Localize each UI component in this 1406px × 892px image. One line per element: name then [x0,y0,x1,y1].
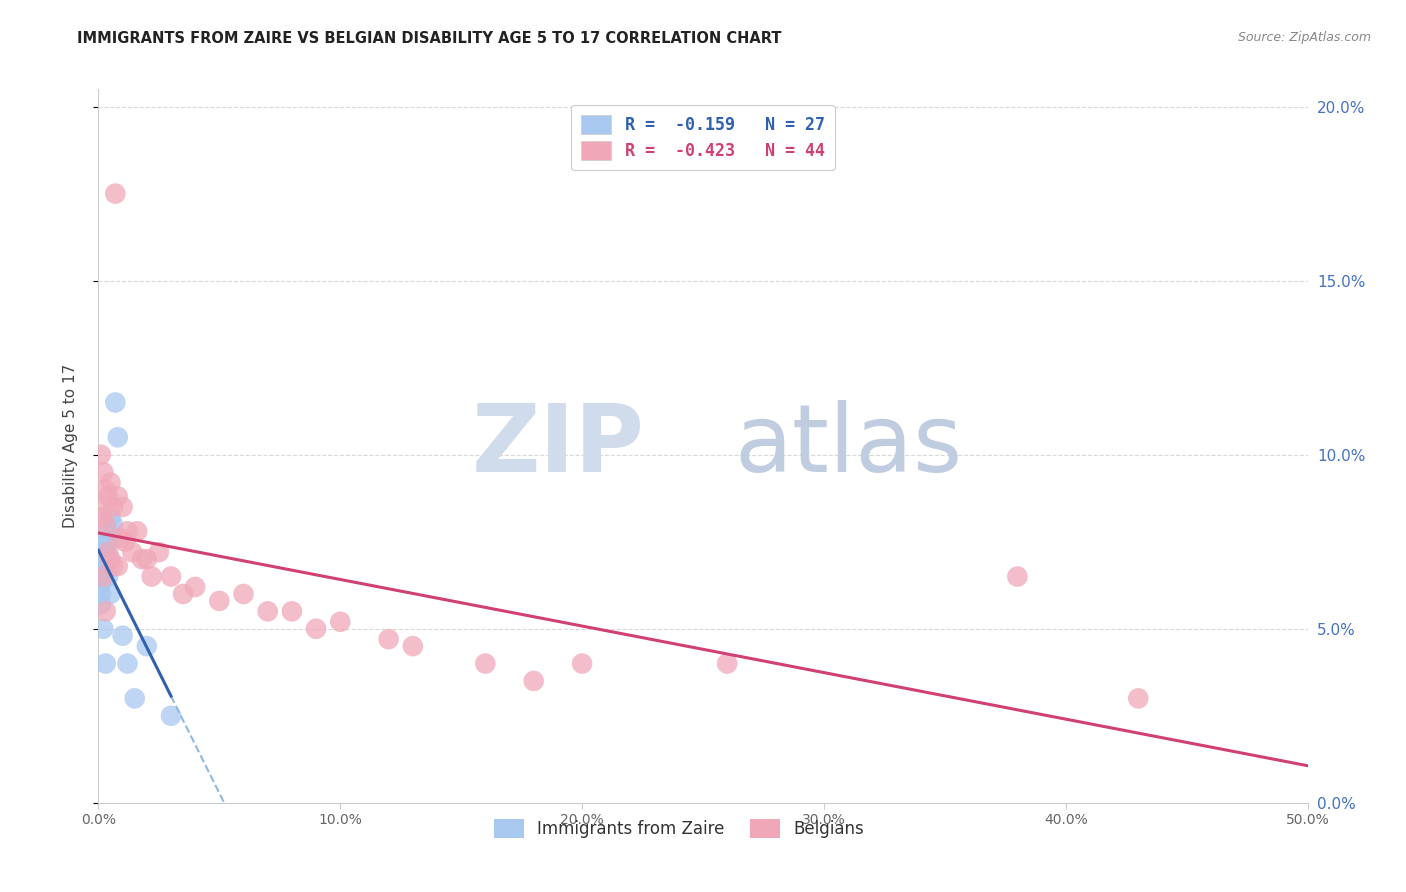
Point [377,632,399,647]
Point [91,622,114,636]
Point [100,552,122,566]
Point [131,552,153,566]
Point [100,587,122,601]
Point [101,559,124,574]
Point [121,545,143,559]
Text: Source: ZipAtlas.com: Source: ZipAtlas.com [1237,31,1371,45]
Point [135,639,157,653]
Point [91,552,114,566]
Point [97,534,120,549]
Point [571,657,593,671]
Point [107,490,129,504]
Text: atlas: atlas [734,400,962,492]
Point [90,576,112,591]
Point [97,524,120,539]
Point [94,545,117,559]
Point [281,604,304,618]
Point [91,563,114,577]
Point [108,531,131,545]
Point [402,639,425,653]
Point [94,483,117,497]
Point [94,517,117,532]
Point [90,598,112,612]
Point [91,569,114,583]
Point [91,569,114,583]
Point [208,594,231,608]
Point [90,569,112,583]
Point [160,569,183,583]
Point [100,510,122,524]
Point [104,395,127,409]
Point [117,657,139,671]
Y-axis label: Disability Age 5 to 17: Disability Age 5 to 17 [63,364,77,528]
Point [91,545,114,559]
Text: ZIP: ZIP [471,400,644,492]
Point [101,500,124,514]
Point [114,534,136,549]
Point [94,534,117,549]
Point [523,673,546,688]
Point [90,510,112,524]
Point [172,587,194,601]
Point [91,500,114,514]
Point [97,545,120,559]
Point [91,465,114,479]
Legend: Immigrants from Zaire, Belgians: Immigrants from Zaire, Belgians [488,812,870,845]
Point [104,186,127,201]
Point [97,490,120,504]
Point [107,559,129,574]
Point [97,569,120,583]
Point [107,430,129,444]
Point [90,448,112,462]
Point [111,629,134,643]
Point [90,559,112,574]
Point [232,587,254,601]
Point [94,657,117,671]
Point [474,657,496,671]
Point [124,691,146,706]
Text: IMMIGRANTS FROM ZAIRE VS BELGIAN DISABILITY AGE 5 TO 17 CORRELATION CHART: IMMIGRANTS FROM ZAIRE VS BELGIAN DISABIL… [77,31,782,46]
Point [127,524,149,539]
Point [111,500,134,514]
Point [135,552,157,566]
Point [184,580,207,594]
Point [117,524,139,539]
Point [329,615,352,629]
Point [94,604,117,618]
Point [1007,569,1029,583]
Point [148,545,170,559]
Point [716,657,738,671]
Point [90,587,112,601]
Point [305,622,328,636]
Point [100,475,122,490]
Point [1128,691,1150,706]
Point [160,708,183,723]
Point [94,559,117,574]
Point [256,604,278,618]
Point [141,569,163,583]
Point [101,517,124,532]
